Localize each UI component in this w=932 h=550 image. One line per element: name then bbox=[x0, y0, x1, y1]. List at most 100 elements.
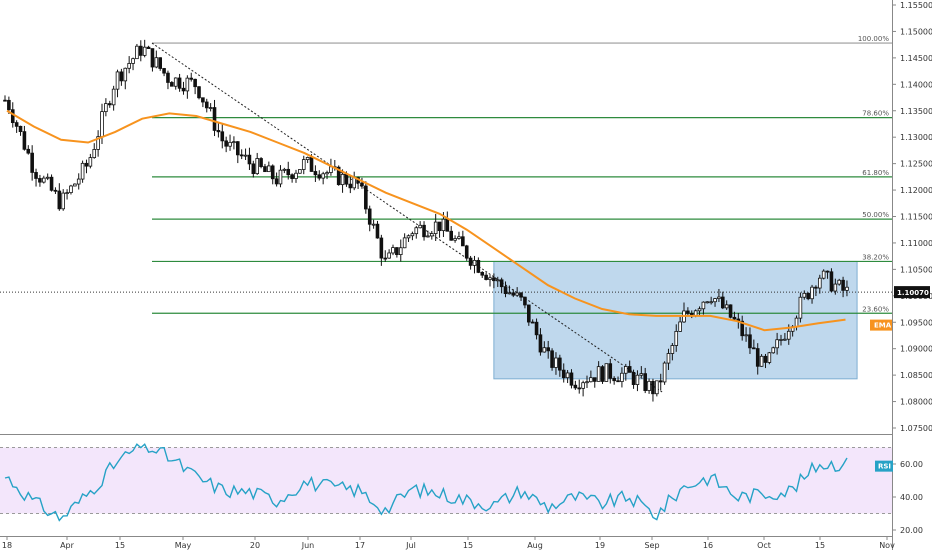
candle-body bbox=[662, 362, 667, 383]
candle-body bbox=[352, 177, 356, 189]
candle bbox=[263, 163, 267, 173]
candle bbox=[406, 234, 411, 242]
time-tick-label: 15 bbox=[815, 541, 825, 550]
fibonacci-levels: 100.00% 78.60% 61.80% 50.00% 38.20% 23.60% bbox=[152, 35, 892, 314]
candle-body bbox=[344, 173, 349, 185]
price-axis[interactable]: 1.15500 1.15000 1.14500 1.14000 1.13500 1.130… bbox=[892, 1, 932, 433]
candle bbox=[414, 225, 419, 239]
time-tick-label: 15 bbox=[115, 541, 125, 550]
candle bbox=[170, 81, 174, 87]
candle-body bbox=[216, 130, 221, 133]
candle-body bbox=[127, 63, 131, 69]
candle-body bbox=[22, 131, 27, 150]
candle-body bbox=[73, 183, 77, 187]
candle bbox=[705, 301, 710, 304]
candle bbox=[232, 136, 236, 150]
candle-body bbox=[181, 87, 186, 92]
candle-body bbox=[204, 101, 209, 109]
candle-body bbox=[484, 274, 488, 280]
candle-body bbox=[437, 221, 442, 232]
candle-body bbox=[383, 257, 388, 260]
candlesticks bbox=[3, 39, 849, 402]
candle bbox=[18, 125, 23, 136]
candle bbox=[550, 348, 554, 371]
candle bbox=[45, 173, 50, 181]
candle bbox=[507, 285, 512, 295]
candle-body bbox=[655, 380, 659, 395]
candle-body bbox=[426, 235, 430, 238]
candle bbox=[829, 268, 834, 292]
candle bbox=[802, 290, 807, 300]
candle-body bbox=[798, 296, 803, 319]
candle-body bbox=[282, 168, 287, 171]
candle bbox=[437, 221, 442, 238]
candle bbox=[759, 354, 764, 367]
time-tick-label: 18 bbox=[2, 541, 12, 550]
candle bbox=[468, 255, 473, 270]
candle-body bbox=[534, 321, 539, 336]
candle-body bbox=[274, 178, 279, 185]
candle-body bbox=[255, 158, 260, 175]
candle-body bbox=[600, 366, 605, 382]
candle-body bbox=[674, 330, 679, 346]
candle bbox=[313, 165, 318, 182]
candle bbox=[752, 339, 756, 350]
candle bbox=[806, 292, 810, 301]
candle-body bbox=[220, 131, 225, 142]
candle-body bbox=[445, 218, 450, 232]
candle bbox=[530, 319, 535, 324]
time-axis[interactable]: 18 Apr 15 May 20 Jun 17 Jul 15 Aug 19 Sep 16 Oct 15 Nov bbox=[2, 536, 895, 550]
candle-body bbox=[748, 334, 752, 349]
candle bbox=[259, 157, 263, 169]
candle-body bbox=[519, 292, 523, 298]
candle bbox=[639, 366, 644, 378]
candle bbox=[26, 145, 31, 155]
candle-body bbox=[170, 82, 174, 87]
price-tick-label: 1.14000 bbox=[900, 80, 932, 89]
candle bbox=[453, 235, 457, 243]
candle bbox=[833, 278, 838, 295]
candle bbox=[740, 315, 744, 341]
candle-body bbox=[604, 363, 609, 382]
candle bbox=[131, 57, 135, 71]
candle-body bbox=[158, 57, 163, 69]
candle-body bbox=[34, 172, 38, 179]
rsi-tick-label: 20.00 bbox=[900, 526, 923, 535]
candle-body bbox=[647, 380, 651, 391]
time-tick-label: 20 bbox=[250, 541, 260, 550]
fib-label: 78.60% bbox=[862, 110, 889, 118]
candle-body bbox=[499, 279, 504, 288]
candle bbox=[585, 375, 589, 389]
candle bbox=[193, 78, 197, 95]
candle-body bbox=[251, 163, 256, 175]
candle-body bbox=[651, 380, 655, 395]
candle-body bbox=[810, 286, 814, 300]
candle-body bbox=[480, 271, 485, 276]
candle bbox=[166, 70, 170, 90]
candle bbox=[488, 275, 492, 287]
rsi-tick-label: 60.00 bbox=[900, 460, 923, 469]
candle-body bbox=[414, 227, 419, 235]
candle-body bbox=[418, 224, 422, 229]
candle bbox=[107, 100, 112, 108]
candle-body bbox=[138, 45, 143, 56]
time-tick-label: Oct bbox=[757, 541, 771, 550]
candle bbox=[647, 378, 651, 394]
candle-body bbox=[228, 141, 232, 147]
candle-body bbox=[713, 298, 717, 303]
candle bbox=[142, 39, 147, 58]
candle-body bbox=[340, 173, 345, 186]
candle bbox=[69, 184, 73, 195]
candle-body bbox=[278, 169, 283, 185]
time-tick-label: Jul bbox=[405, 541, 416, 550]
candle bbox=[115, 69, 120, 98]
candle bbox=[565, 370, 570, 384]
price-tick-label: 1.09500 bbox=[900, 318, 932, 327]
candle bbox=[348, 176, 353, 194]
candle bbox=[662, 361, 667, 385]
candle bbox=[783, 333, 787, 341]
candle-body bbox=[294, 172, 298, 179]
candle-body bbox=[7, 99, 11, 111]
candle-body bbox=[503, 286, 508, 294]
candle-body bbox=[523, 296, 527, 306]
